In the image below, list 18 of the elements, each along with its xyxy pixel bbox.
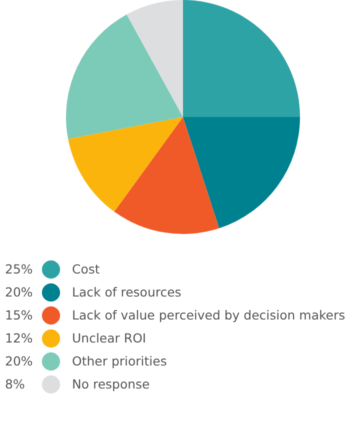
legend-label: No response — [72, 376, 150, 392]
pie-slice — [126, 0, 183, 117]
data-label: 15% — [5, 308, 33, 322]
pie-slice — [114, 117, 220, 234]
pie-slice — [183, 117, 300, 228]
legend-label: Unclear ROI — [72, 330, 146, 346]
legend-label: Other priorities — [72, 354, 167, 368]
pie-slice — [183, 0, 300, 117]
data-label: 12% — [5, 330, 33, 346]
data-label: 25% — [5, 262, 33, 276]
legend-label: Cost — [72, 262, 100, 276]
data-label: 20% — [5, 284, 33, 300]
data-label: 8% — [5, 376, 25, 392]
legend-label: Lack of resources — [72, 284, 182, 300]
pie-slice — [68, 117, 183, 212]
legend-label: Lack of value perceived by decision makers — [72, 308, 346, 322]
data-label: 20% — [5, 354, 33, 368]
pie-slice — [66, 14, 183, 139]
